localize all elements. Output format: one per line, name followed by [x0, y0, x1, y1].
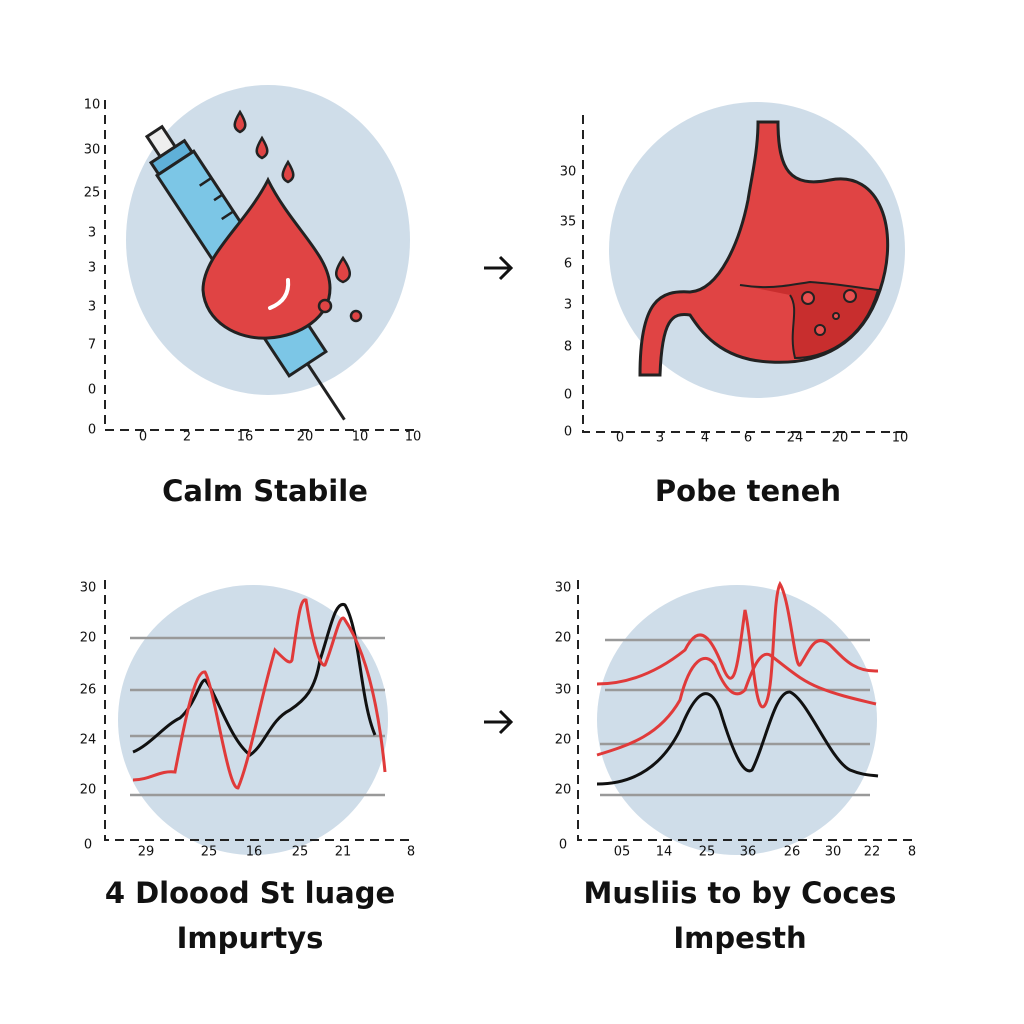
caption: Pobe teneh — [655, 474, 841, 508]
x-label: 36 — [740, 845, 757, 860]
y-label: 0 — [559, 838, 567, 853]
caption: Impurtys — [177, 921, 324, 955]
y-label: 30 — [560, 165, 577, 180]
axis — [582, 115, 905, 433]
x-label: 10 — [352, 430, 369, 445]
backdrop — [597, 585, 877, 855]
y-label: 0 — [564, 388, 572, 403]
y-label: 25 — [84, 186, 101, 201]
y-label: 6 — [564, 257, 572, 272]
x-label: 05 — [614, 845, 631, 860]
x-label: 16 — [237, 430, 254, 445]
y-label: 0 — [84, 838, 92, 853]
x-label: 10 — [405, 430, 422, 445]
x-label: 2 — [183, 430, 191, 445]
y-label: 8 — [564, 340, 572, 355]
y-label: 0 — [564, 425, 572, 440]
x-label: 21 — [335, 845, 352, 860]
blood-drop — [201, 176, 332, 340]
y-label: 26 — [80, 683, 97, 698]
x-label: 0 — [139, 430, 147, 445]
y-label: 30 — [80, 581, 97, 596]
x-label: 3 — [656, 431, 664, 446]
arrow — [484, 709, 514, 735]
x-label: 26 — [784, 845, 801, 860]
droplets — [233, 109, 363, 323]
axis — [104, 100, 415, 431]
y-label: 20 — [80, 631, 97, 646]
x-label: 20 — [297, 430, 314, 445]
lesion — [739, 280, 880, 360]
backdrop — [118, 585, 388, 855]
x-label: 16 — [246, 845, 263, 860]
caption: Musliis to by Coces — [584, 876, 897, 910]
y-label: 10 — [84, 98, 101, 113]
y-label: 3 — [564, 298, 572, 313]
x-label: 8 — [908, 845, 916, 860]
caption: Impesth — [673, 921, 806, 955]
x-label: 30 — [825, 845, 842, 860]
x-label: 14 — [656, 845, 673, 860]
y-label: 20 — [555, 733, 572, 748]
x-label: 20 — [832, 431, 849, 446]
y-label: 3 — [88, 300, 96, 315]
panel-lines — [596, 580, 879, 797]
caption: Calm Stabile — [162, 474, 368, 508]
y-label: 30 — [555, 581, 572, 596]
panel-lines — [130, 598, 387, 797]
x-label: 25 — [292, 845, 309, 860]
x-label: 25 — [699, 845, 716, 860]
x-label: 6 — [744, 431, 752, 446]
axis — [104, 580, 415, 841]
x-label: 4 — [701, 431, 709, 446]
y-label: 20 — [80, 783, 97, 798]
x-label: 10 — [892, 431, 909, 446]
y-label: 20 — [555, 631, 572, 646]
axis — [577, 580, 915, 841]
x-label: 22 — [864, 845, 881, 860]
y-label: 30 — [555, 683, 572, 698]
x-label: 8 — [407, 845, 415, 860]
y-label: 30 — [84, 143, 101, 158]
caption: 4 Dloood St luage — [105, 876, 395, 910]
x-label: 29 — [138, 845, 155, 860]
y-label: 0 — [88, 423, 96, 438]
y-label: 3 — [88, 261, 96, 276]
y-label: 3 — [88, 226, 96, 241]
y-label: 20 — [555, 783, 572, 798]
y-label: 24 — [80, 733, 97, 748]
y-label: 35 — [560, 215, 577, 230]
y-label: 7 — [88, 338, 96, 353]
x-label: 25 — [201, 845, 218, 860]
highlight — [268, 278, 291, 310]
y-label: 0 — [88, 383, 96, 398]
x-label: 0 — [616, 431, 624, 446]
x-label: 24 — [787, 431, 804, 446]
spots — [801, 289, 857, 336]
arrow — [484, 255, 514, 281]
